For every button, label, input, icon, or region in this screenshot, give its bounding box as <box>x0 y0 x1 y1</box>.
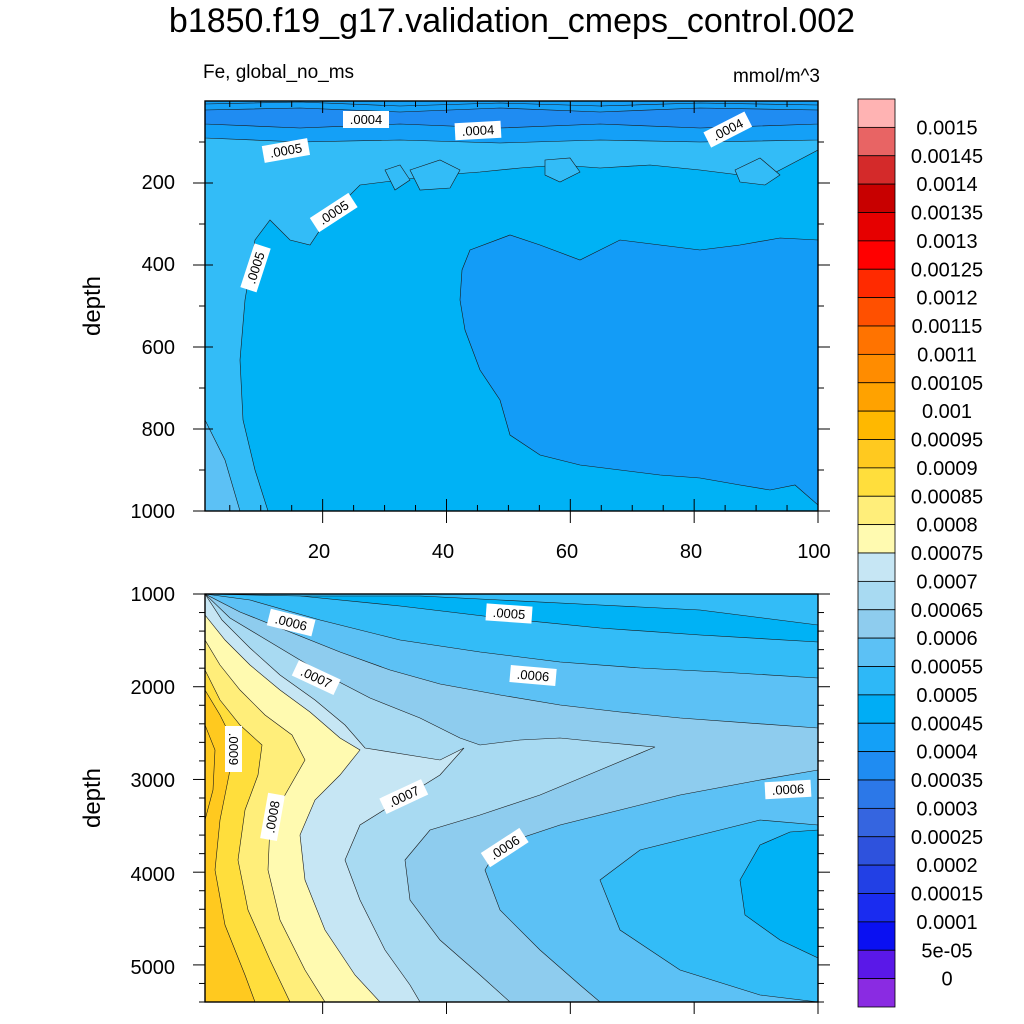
colorbar-label: 0.0011 <box>917 344 977 366</box>
upper-contour-fill <box>205 101 818 511</box>
colorbar-swatch <box>857 666 896 696</box>
lower-ytick-label-3: 4000 <box>131 864 176 886</box>
colorbar-swatch <box>857 410 896 440</box>
units-label: mmol/m^3 <box>732 66 820 87</box>
colorbar-swatch <box>857 978 896 1008</box>
upper-contour-label-3: .0005 <box>269 140 304 160</box>
upper-ytick-label-0: 200 <box>142 172 175 194</box>
colorbar-swatch <box>857 98 896 128</box>
colorbar-label: 0.0003 <box>916 798 977 820</box>
upper-contour-label-1: .0004 <box>461 122 494 139</box>
colorbar-label: 0.00115 <box>912 316 983 338</box>
colorbar-label: 0.0006 <box>916 628 977 650</box>
colorbar-swatch <box>857 751 896 781</box>
colorbar-swatch <box>857 722 896 753</box>
lower-ytick-label-0: 1000 <box>131 584 176 606</box>
colorbar-swatch <box>857 949 896 980</box>
colorbar-swatch <box>857 382 896 412</box>
colorbar-swatch <box>857 467 896 497</box>
colorbar-swatch <box>857 637 896 667</box>
colorbar-label: 0.00105 <box>911 373 983 395</box>
colorbar-swatch <box>857 524 896 554</box>
upper-ytick-label-1: 400 <box>142 254 175 276</box>
lower-ytick-label-1: 2000 <box>131 677 176 699</box>
lower-contour-label-2: .0006 <box>516 667 550 685</box>
colorbar-label: 0.0009 <box>916 458 977 480</box>
colorbar-swatch <box>857 325 896 355</box>
colorbar-label: 0.00135 <box>911 203 983 225</box>
colorbar-swatch <box>857 126 896 157</box>
xtick-label-0: 20 <box>308 541 330 563</box>
colorbar-swatch <box>857 240 896 270</box>
lower-contour-fill <box>205 594 818 1002</box>
lower-y-axis: 1000 2000 3000 4000 5000 depth <box>79 584 830 1003</box>
upper-ytick-label-2: 600 <box>142 337 175 359</box>
colorbar-swatch <box>857 921 896 951</box>
colorbar-swatch <box>857 183 896 213</box>
colorbar-label: 0.0014 <box>916 174 977 196</box>
colorbar-swatch <box>857 353 896 384</box>
xtick-label-4: 100 <box>797 541 830 563</box>
colorbar-label: 0.0012 <box>916 288 977 310</box>
colorbar-label: 0.001 <box>922 401 972 423</box>
lower-contour-label-8: .0009 <box>226 733 241 766</box>
colorbar-label: 0 <box>941 969 952 991</box>
colorbar-swatch <box>857 155 896 185</box>
upper-ytick-label-4: 1000 <box>131 501 176 523</box>
colorbar-label: 0.00125 <box>911 259 983 281</box>
colorbar-label: 0.0013 <box>916 231 977 253</box>
colorbar-label: 0.00145 <box>911 146 983 168</box>
colorbar-label: 0.0002 <box>916 855 977 877</box>
chart-title: b1850.f19_g17.validation_cmeps_control.0… <box>168 2 856 40</box>
colorbar-swatch <box>857 864 896 894</box>
upper-contour-label-0: .0004 <box>350 112 383 127</box>
colorbar-label: 0.0005 <box>916 685 977 707</box>
colorbar-label: 0.0015 <box>916 117 977 139</box>
colorbar-swatch <box>857 297 896 327</box>
colorbar-label: 0.00055 <box>911 657 983 679</box>
lower-y-axis-label: depth <box>79 768 106 828</box>
colorbar-swatch <box>857 779 896 809</box>
lower-contour-labels: .0005 .0006 .0006 .0006 .0006 .0007 .000… <box>225 603 812 868</box>
colorbar-swatch <box>857 609 896 639</box>
colorbar-label: 0.00045 <box>911 713 983 735</box>
lower-ytick-label-4: 5000 <box>131 957 176 979</box>
lower-contour-label-0: .0005 <box>492 605 526 622</box>
colorbar: 0.0015 0.00145 0.0014 0.00135 0.0013 0.00125 0… <box>857 98 983 1008</box>
colorbar-swatch <box>857 268 896 299</box>
colorbar-swatch <box>857 807 896 838</box>
colorbar-swatch <box>857 893 896 923</box>
upper-contour-labels: .0004 .0004 .0004 .0005 .0005 .0005 <box>240 111 753 293</box>
colorbar-swatch <box>857 836 896 866</box>
colorbar-label: 0.00035 <box>911 770 983 792</box>
upper-y-axis: 200 400 600 800 1000 depth <box>79 141 830 523</box>
xtick-label-3: 80 <box>680 541 702 563</box>
variable-label: Fe, global_no_ms <box>203 62 355 83</box>
lower-ytick-label-2: 3000 <box>131 770 176 792</box>
upper-ytick-label-3: 800 <box>142 419 175 441</box>
colorbar-label: 0.0008 <box>916 515 977 537</box>
colorbar-label: 0.0007 <box>916 571 977 593</box>
colorbar-label: 0.0004 <box>916 742 977 764</box>
colorbar-swatch <box>857 552 896 582</box>
colorbar-swatch <box>857 580 896 611</box>
colorbar-label: 5e-05 <box>921 940 972 962</box>
colorbar-swatch <box>857 212 896 242</box>
colorbar-swatch <box>857 495 896 526</box>
xtick-label-2: 60 <box>556 541 578 563</box>
colorbar-label: 0.00085 <box>911 486 983 508</box>
colorbar-swatch <box>857 439 896 469</box>
colorbar-label: 0.00065 <box>911 600 983 622</box>
colorbar-label: 0.0001 <box>916 912 977 934</box>
colorbar-label: 0.00015 <box>911 884 983 906</box>
colorbar-label: 0.00095 <box>911 430 983 452</box>
colorbar-label: 0.00025 <box>911 827 983 849</box>
lower-contour-label-7: .0008 <box>262 800 282 835</box>
lower-contour-label-3: .0006 <box>771 781 804 798</box>
colorbar-label: 0.00075 <box>911 543 983 565</box>
upper-y-axis-label: depth <box>79 276 106 336</box>
colorbar-swatch <box>857 694 896 724</box>
xtick-label-1: 40 <box>432 541 454 563</box>
